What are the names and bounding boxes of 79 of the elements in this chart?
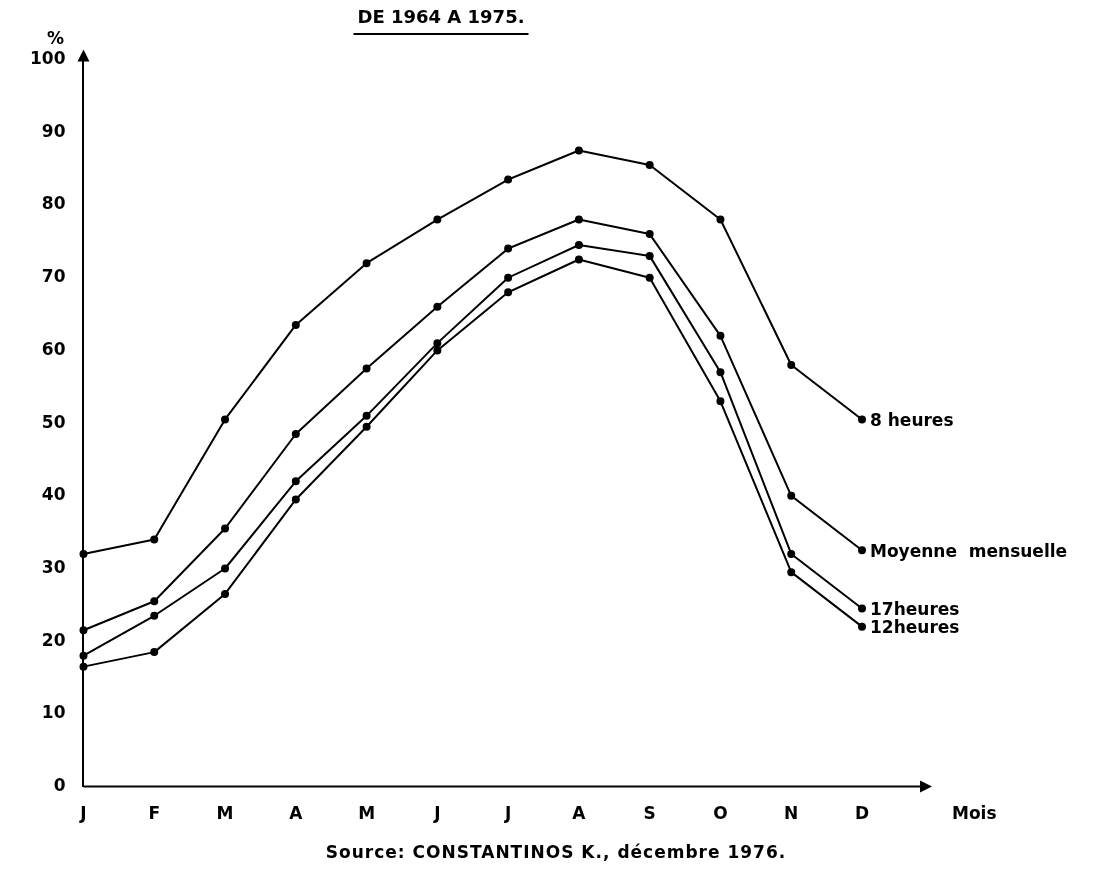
point [433, 215, 442, 224]
point [362, 411, 371, 420]
y-tick-label: 60 [41, 338, 66, 359]
point [858, 546, 866, 555]
point [221, 415, 230, 424]
point [150, 535, 159, 544]
point [504, 273, 513, 282]
series-label: 17heures [870, 598, 960, 619]
point [79, 626, 88, 635]
y-tick-label: 70 [41, 266, 66, 287]
y-tick-label: 50 [41, 411, 66, 432]
point [433, 346, 442, 355]
x-tick-label: J [79, 803, 87, 824]
x-tick-label: D [854, 803, 870, 824]
source-note: Source: CONSTANTINOS K., décembre 1976. [324, 842, 788, 862]
point [858, 622, 866, 631]
point [150, 611, 159, 620]
point [787, 568, 796, 577]
y-tick-label: 100 [29, 48, 66, 69]
point [150, 597, 159, 606]
point [787, 491, 796, 500]
y-axis-title: % [46, 28, 65, 49]
point [291, 495, 300, 504]
y-tick-label: 20 [41, 629, 66, 650]
x-tick-label: O [713, 803, 728, 824]
point [645, 230, 654, 239]
x-tick-label: A [289, 803, 304, 824]
point [716, 215, 725, 224]
point [79, 651, 88, 660]
point [291, 477, 300, 486]
point [574, 240, 583, 249]
point [504, 175, 513, 184]
point [433, 339, 442, 348]
point [645, 273, 654, 282]
point [221, 589, 230, 598]
x-tick-label: M [216, 803, 234, 824]
series-label: 12heures [870, 617, 960, 638]
point [645, 251, 654, 260]
y-tick-label: 80 [41, 193, 66, 214]
point [150, 648, 159, 657]
x-tick-label: J [433, 803, 441, 824]
point [645, 161, 654, 170]
point [79, 662, 88, 671]
x-tick-label: S [643, 803, 656, 824]
series-label: 8 heures [870, 409, 954, 430]
point [858, 604, 866, 613]
point [858, 415, 866, 424]
point [574, 255, 583, 264]
point [574, 146, 583, 155]
point [362, 422, 371, 431]
y-tick-label: 10 [41, 702, 66, 723]
x-tick-label: M [358, 803, 376, 824]
y-tick-label: 90 [41, 120, 66, 141]
point [787, 360, 796, 369]
chart-title: DE 1964 A 1975. [357, 6, 525, 28]
point [504, 244, 513, 253]
point [716, 368, 725, 377]
y-tick-label: 40 [41, 484, 66, 505]
y-tick-label: 0 [53, 775, 66, 796]
x-tick-label: N [784, 803, 799, 824]
series-label: Moyenne mensuelle [870, 540, 1068, 561]
point [787, 549, 796, 558]
point [504, 288, 513, 297]
point [574, 215, 583, 224]
point [291, 320, 300, 329]
point [716, 331, 725, 340]
x-axis-title: Mois [952, 803, 997, 824]
x-tick-label: A [572, 803, 587, 824]
point [433, 302, 442, 311]
point [716, 397, 725, 406]
x-tick-label: F [148, 803, 161, 824]
y-tick-label: 30 [41, 556, 66, 577]
point [362, 364, 371, 373]
point [79, 549, 88, 558]
point [362, 259, 371, 268]
point [291, 430, 300, 439]
x-tick-label: J [503, 803, 512, 824]
point [221, 564, 230, 573]
point [221, 524, 230, 533]
